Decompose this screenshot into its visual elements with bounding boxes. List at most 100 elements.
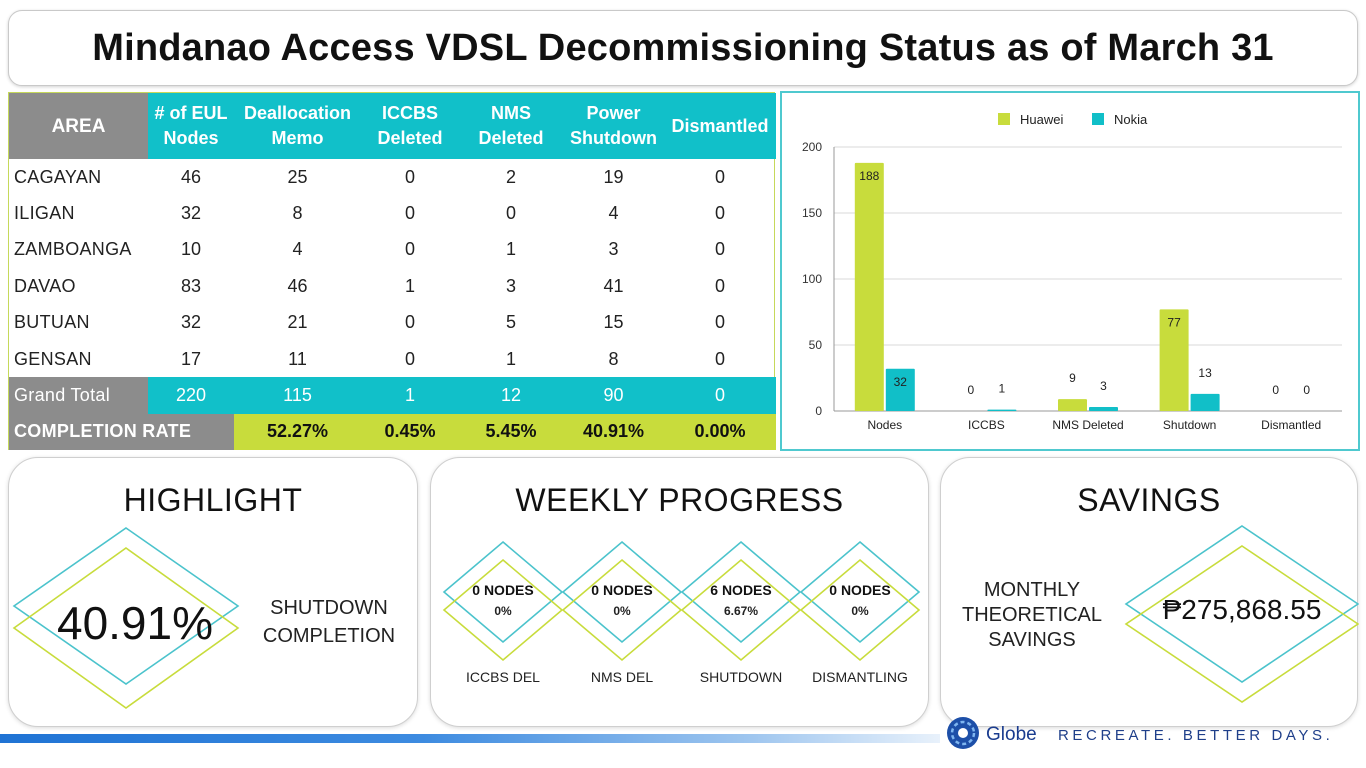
title-box: Mindanao Access VDSL Decommissioning Sta…: [8, 10, 1358, 86]
status-table-container: AREA # of EUL Nodes Deallocation Memo IC…: [8, 92, 776, 451]
value-cell: 8: [292, 203, 303, 224]
data-label: 1: [999, 382, 1006, 396]
page-title: Mindanao Access VDSL Decommissioning Sta…: [92, 26, 1274, 69]
data-label: 188: [859, 169, 879, 183]
bar-huawei-nodes: [854, 162, 884, 411]
weekly-percent: 0%: [494, 604, 512, 618]
value-cell: 0: [714, 166, 725, 187]
savings-diamond-icon: [1124, 525, 1359, 703]
weekly-nodes: 0 NODES: [591, 582, 653, 598]
col-header-deallocation-memo: Deallocation Memo: [234, 93, 361, 159]
data-label: 13: [1198, 366, 1212, 380]
bar-huawei-shutdown: [1159, 309, 1189, 411]
col-header-power-shutdown: Power Shutdown: [563, 93, 664, 159]
table-row: BUTUAN 32 21 0 5 15 0: [9, 305, 776, 341]
value-cell: 0: [714, 203, 725, 224]
value-cell: 0: [714, 348, 725, 369]
col-header-nms-deleted: NMS Deleted: [459, 93, 563, 159]
completion-rate-cell: 0.00%: [664, 413, 776, 451]
legend-swatch-huawei: [998, 113, 1010, 125]
completion-rate-cell: 52.27%: [234, 413, 361, 451]
value-cell: 4: [292, 239, 303, 260]
data-label: 77: [1167, 315, 1181, 329]
y-tick-label: 150: [802, 206, 822, 220]
savings-panel: SAVINGS MONTHLY THEORETICAL SAVINGS ₱275…: [940, 457, 1359, 727]
grand-total-cell: 12: [459, 377, 563, 414]
weekly-percent: 0%: [851, 604, 869, 618]
value-cell: 25: [287, 166, 308, 187]
savings-value: ₱275,868.55: [1162, 594, 1322, 625]
data-label: 32: [894, 375, 908, 389]
col-header-iccbs-deleted: ICCBS Deleted: [361, 93, 459, 159]
value-cell: 10: [180, 239, 202, 260]
x-tick-label: Dismantled: [1261, 418, 1321, 432]
value-cell: 3: [505, 275, 516, 296]
area-cell: DAVAO: [14, 275, 76, 296]
weekly-item-nms: 0 NODES 0%: [563, 538, 681, 668]
value-cell: 0: [714, 239, 725, 260]
x-tick-label: Nodes: [867, 418, 902, 432]
weekly-label-shutdown: SHUTDOWN: [699, 669, 783, 685]
x-tick-label: NMS Deleted: [1052, 418, 1123, 432]
highlight-diamond-icon: [12, 527, 240, 709]
col-header-eul-nodes: # of EUL Nodes: [148, 93, 234, 159]
value-cell: 5: [505, 312, 516, 333]
savings-label-line-2: THEORETICAL: [961, 604, 1103, 626]
data-label: 0: [1303, 383, 1310, 397]
completion-rate-label: COMPLETION RATE: [9, 413, 234, 451]
weekly-progress-panel: WEEKLY PROGRESS 0 NODES 0% 0 NODES 0% 6 …: [430, 457, 929, 727]
weekly-item-iccbs: 0 NODES 0%: [444, 538, 562, 668]
bar-huawei-nms-deleted: [1058, 399, 1087, 411]
value-cell: 41: [603, 275, 624, 296]
weekly-percent: 6.67%: [723, 604, 759, 618]
completion-rate-cell: 40.91%: [563, 413, 664, 451]
highlight-label-line-2: COMPLETION: [262, 625, 396, 647]
highlight-value: 40.91%: [56, 597, 213, 649]
value-cell: 83: [180, 275, 202, 296]
savings-label-line-3: SAVINGS: [988, 629, 1076, 651]
status-table: AREA # of EUL Nodes Deallocation Memo IC…: [9, 93, 776, 451]
savings-title: SAVINGS: [1077, 482, 1221, 518]
grand-total-label: Grand Total: [9, 377, 148, 414]
table-body: CAGAYAN 46 25 0 2 19 0 ILIGAN 32 8 0 0 4 0 ZAMBOANGA 10…: [9, 159, 776, 451]
grand-total-cell: 220: [148, 377, 234, 414]
x-tick-label: ICCBS: [968, 418, 1005, 432]
completion-rate-cell: 0.45%: [361, 413, 459, 451]
value-cell: 46: [287, 275, 308, 296]
bar-nokia-nodes: [885, 368, 915, 411]
value-cell: 0: [404, 239, 415, 260]
completion-rate-row: COMPLETION RATE 52.27% 0.45% 5.45% 40.91% 0.0…: [9, 413, 776, 451]
value-cell: 0: [404, 312, 415, 333]
grand-total-cell: 90: [563, 377, 664, 414]
value-cell: 8: [608, 348, 619, 369]
footer-gradient-bar: [0, 734, 940, 743]
value-cell: 0: [505, 203, 516, 224]
data-label: 0: [968, 383, 975, 397]
value-cell: 32: [180, 312, 202, 333]
table-header-row: AREA # of EUL Nodes Deallocation Memo IC…: [9, 93, 776, 159]
grand-total-cell: 0: [664, 377, 776, 414]
weekly-label-nms: NMS DEL: [590, 669, 654, 685]
area-cell: GENSAN: [14, 348, 92, 369]
area-cell: ILIGAN: [14, 203, 75, 224]
globe-logo-icon: [947, 717, 979, 749]
grand-total-row: Grand Total 220 115 1 12 90 0: [9, 377, 776, 414]
value-cell: 15: [603, 312, 624, 333]
weekly-label-iccbs: ICCBS DEL: [466, 669, 540, 685]
value-cell: 17: [180, 348, 202, 369]
brand-name: Globe: [986, 724, 1037, 745]
value-cell: 1: [505, 348, 516, 369]
savings-label: MONTHLY THEORETICAL SAVINGS: [957, 578, 1107, 653]
chart-svg: 0 50 100 150 200 188 32 Nodes 0 1 ICCBS 9 3 NMS Delet…: [802, 112, 1342, 432]
col-header-dismantled: Dismantled: [664, 93, 776, 159]
value-cell: 0: [404, 203, 415, 224]
value-cell: 32: [180, 203, 202, 224]
data-label: 3: [1100, 379, 1107, 393]
col-header-area: AREA: [9, 93, 148, 159]
weekly-item-dismantling: 0 NODES 0%: [801, 538, 919, 668]
value-cell: 21: [287, 312, 308, 333]
bar-chart: 0 50 100 150 200 188 32 Nodes 0 1 ICCBS 9 3 NMS Delet…: [780, 91, 1360, 451]
weekly-nodes: 0 NODES: [829, 582, 891, 598]
value-cell: 0: [714, 275, 725, 296]
completion-rate-cell: 5.45%: [459, 413, 563, 451]
